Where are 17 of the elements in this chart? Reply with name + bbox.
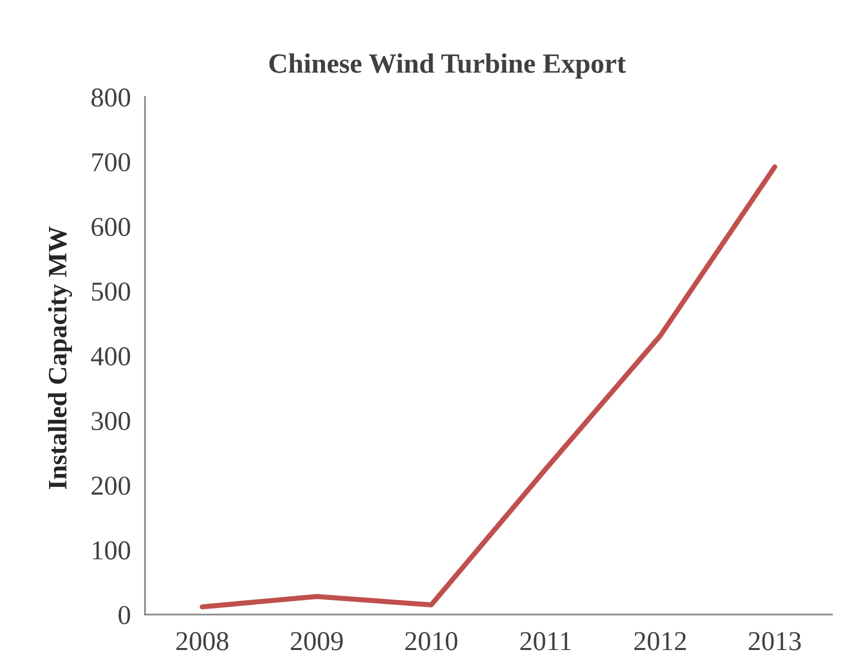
- y-tick-label: 300: [92, 412, 130, 430]
- x-tick-label: 2008: [176, 632, 228, 650]
- y-tick-label: 400: [91, 347, 130, 366]
- x-tick-label: 2010: [405, 632, 458, 650]
- y-tick-label: 200: [92, 476, 130, 495]
- x-tick-label: 2012: [634, 632, 686, 650]
- x-tick-label: 2013: [748, 632, 801, 650]
- y-tick-label: 700: [92, 153, 130, 172]
- y-tick-label: 0: [118, 606, 130, 624]
- x-tick-label: 2011: [520, 632, 571, 650]
- y-tick-label: 500: [92, 282, 130, 301]
- y-tick-label: 100: [92, 541, 130, 560]
- y-tick-label: 600: [92, 218, 130, 236]
- y-axis-title: Installed Capacity MW: [48, 226, 72, 490]
- x-tick-label: 2009: [290, 632, 343, 650]
- chart-title: Chinese Wind Turbine Export: [269, 53, 626, 79]
- y-tick-label: 800: [92, 88, 130, 107]
